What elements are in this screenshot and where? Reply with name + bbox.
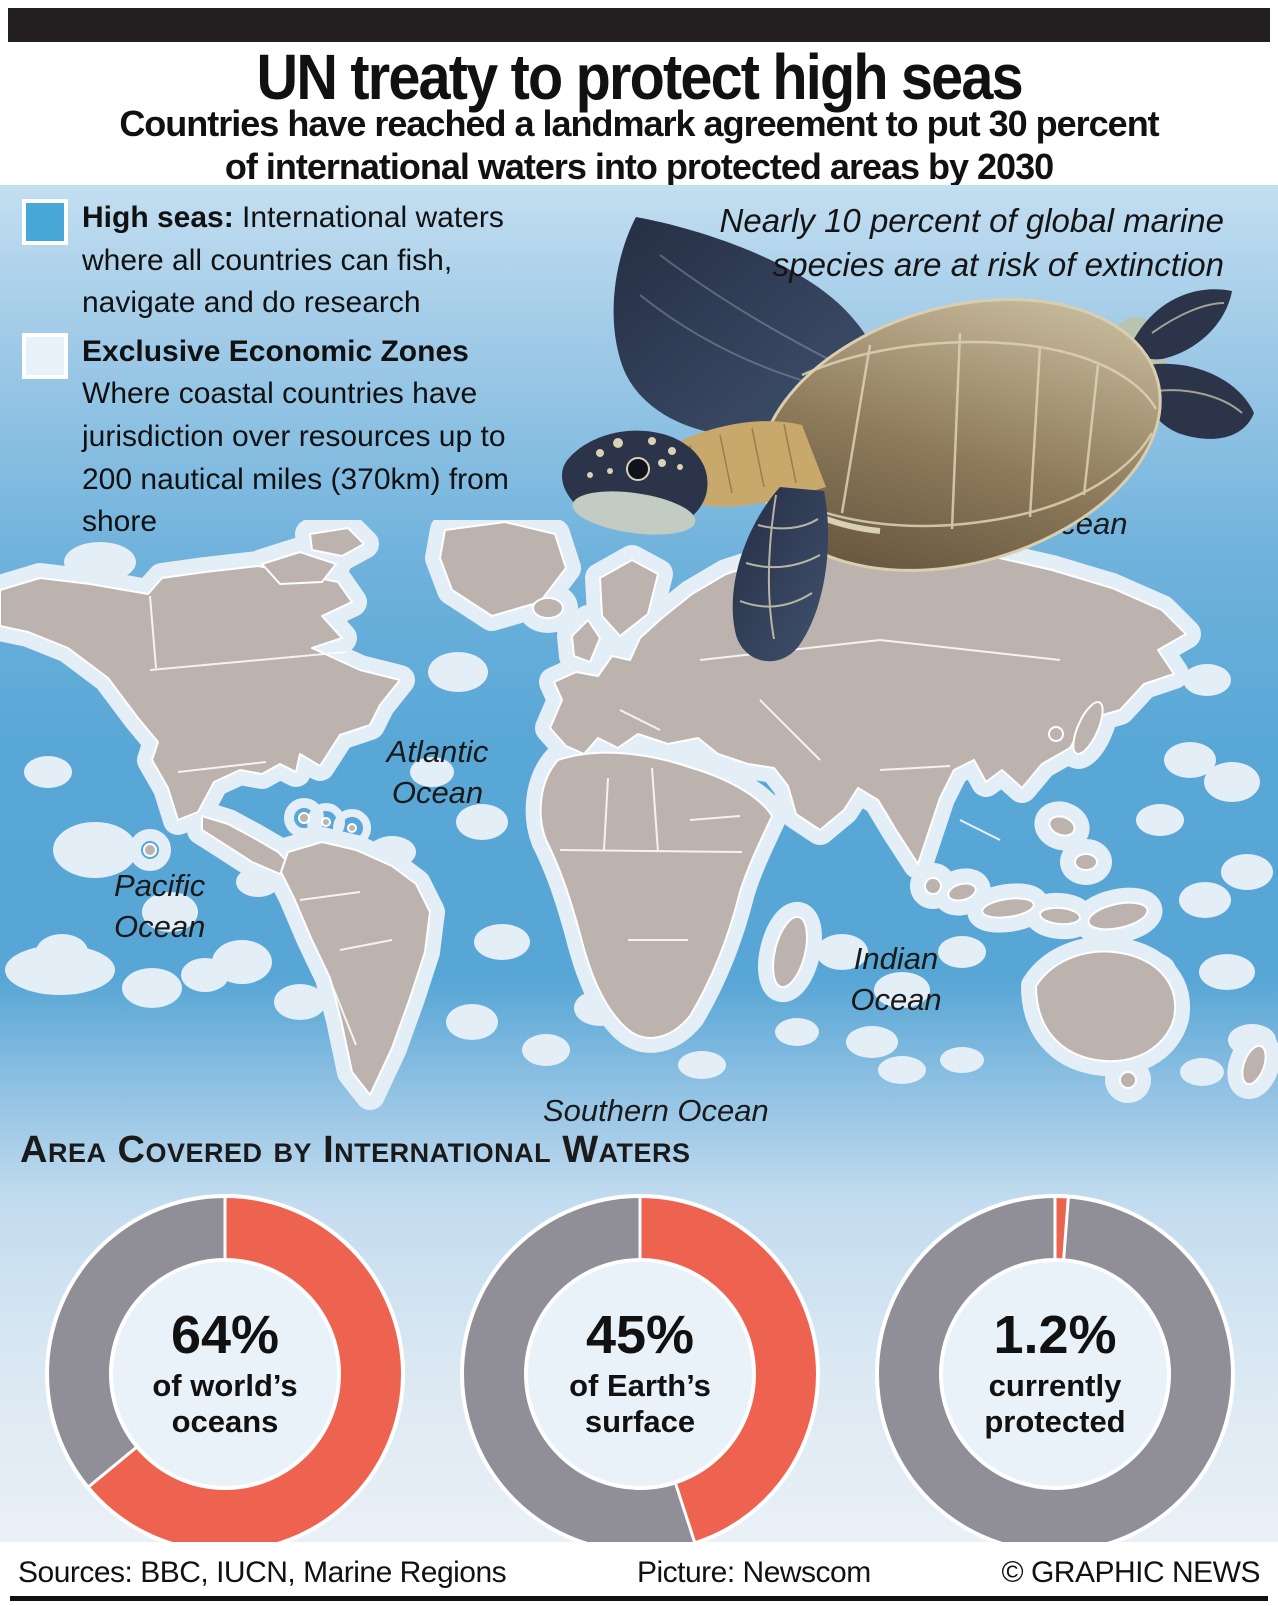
footer-copyright: © GRAPHIC NEWS <box>1001 1556 1261 1589</box>
top-rule-bar <box>8 8 1270 42</box>
world-map <box>0 520 1278 1142</box>
footer-sources: Sources: BBC, IUCN, Marine Regions <box>18 1556 507 1589</box>
donut-value: 1.2% <box>993 1305 1117 1366</box>
donut-chart-earths-surface: 45% of Earth’s surface <box>460 1194 820 1554</box>
donut-sublabel: currently protected <box>984 1367 1126 1440</box>
map-canvas: Arctic Ocean Atlantic Ocean Pacific Ocea… <box>0 185 1278 1554</box>
donut-sublabel: of Earth’s surface <box>569 1367 711 1440</box>
page-title: UN treaty to protect high seas <box>256 41 1023 113</box>
sea-turtle-photo <box>562 217 1254 662</box>
donut-center-label: 45% of Earth’s surface <box>510 1244 770 1504</box>
donut-chart-currently-protected: 1.2% currently protected <box>875 1194 1235 1554</box>
section-heading: Area Covered by International Waters <box>20 1129 691 1171</box>
legend-item-high-seas: High seas: International waters where al… <box>22 197 562 325</box>
donut-value: 64% <box>170 1305 280 1366</box>
legend-item-eez: Exclusive Economic Zones Where coastal co… <box>22 331 562 544</box>
map-legend: High seas: International waters where al… <box>22 197 562 550</box>
high-seas-swatch <box>22 199 68 245</box>
legend-item-label: High seas: International waters where al… <box>82 201 504 320</box>
ocean-label-southern: Southern Ocean <box>543 1093 769 1128</box>
donut-sublabel: of world’s oceans <box>152 1367 298 1440</box>
footer-picture-credit: Picture: Newscom <box>636 1556 871 1589</box>
ocean-label-atlantic: Atlantic Ocean <box>386 734 489 811</box>
donut-chart-worlds-oceans: 64% of world’s oceans <box>45 1194 405 1554</box>
legend-item-label: Exclusive Economic Zones Where coastal co… <box>82 334 509 539</box>
eez-swatch <box>22 332 68 379</box>
footer-rule <box>10 1596 1268 1601</box>
marine-species-callout: Nearly 10 percent of global marine speci… <box>719 202 1224 283</box>
ocean-label-indian: Indian Ocean <box>850 941 942 1018</box>
donut-value: 45% <box>585 1305 695 1366</box>
footer: Sources: BBC, IUCN, Marine Regions Pictu… <box>0 1542 1278 1606</box>
donut-center-label: 1.2% currently protected <box>925 1244 1185 1504</box>
page-subtitle: Countries have reached a landmark agreem… <box>119 103 1159 188</box>
donut-center-label: 64% of world’s oceans <box>95 1244 355 1504</box>
ocean-label-pacific: Pacific Ocean <box>114 868 206 945</box>
